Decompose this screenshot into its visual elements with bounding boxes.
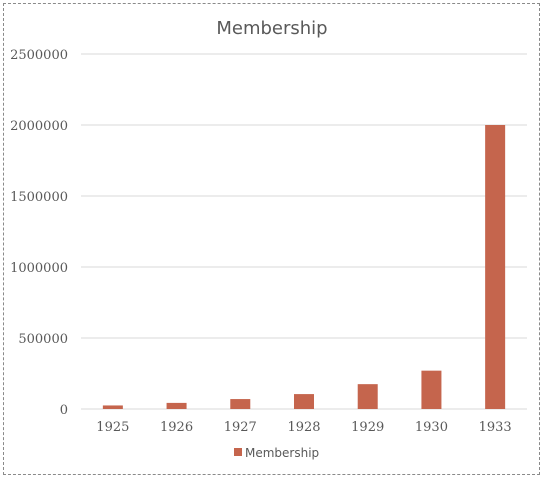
bar-1933 (485, 125, 506, 409)
y-tick-label: 1500000 (10, 190, 68, 205)
bar-1928 (294, 394, 314, 409)
legend: Membership (234, 446, 319, 460)
x-tick-label: 1925 (96, 420, 129, 435)
bar-1926 (166, 402, 187, 409)
x-axis-ticks: 1925 1926 1927 1928 1929 1930 1933 (96, 420, 511, 435)
x-tick-label: 1926 (160, 420, 193, 435)
bar-1929 (357, 384, 378, 409)
chart-frame (3, 3, 540, 475)
chart-title: Membership (216, 18, 327, 39)
gridlines (81, 53, 527, 410)
y-axis-ticks: 0 500000 1000000 1500000 2000000 2500000 (10, 48, 68, 418)
y-tick-label: 1000000 (10, 261, 68, 276)
legend-swatch (234, 448, 242, 456)
bar-1927 (230, 399, 251, 409)
y-tick-label: 0 (60, 403, 68, 418)
x-tick-label: 1933 (479, 420, 512, 435)
x-tick-label: 1930 (415, 420, 448, 435)
x-tick-label: 1928 (287, 420, 320, 435)
y-tick-label: 2000000 (10, 119, 68, 134)
bars (102, 125, 506, 409)
y-tick-label: 500000 (18, 332, 68, 347)
legend-label: Membership (245, 446, 319, 460)
bar-1925 (102, 405, 123, 409)
y-tick-label: 2500000 (10, 48, 68, 63)
bar-1930 (421, 370, 442, 409)
x-tick-label: 1929 (351, 420, 384, 435)
x-tick-label: 1927 (224, 420, 257, 435)
